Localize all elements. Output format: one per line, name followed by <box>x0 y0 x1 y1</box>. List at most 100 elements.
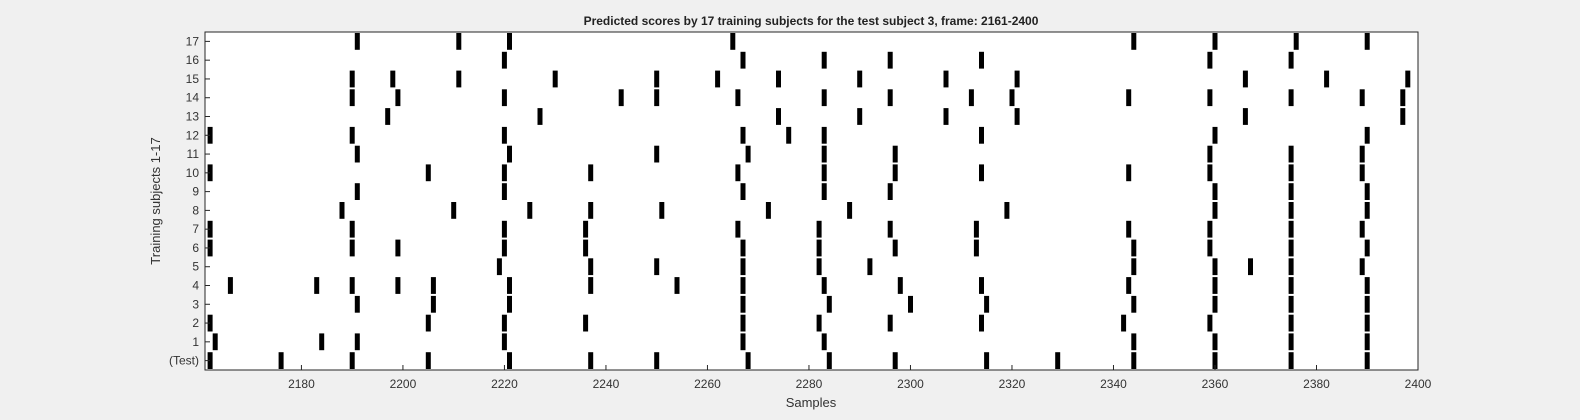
spike-mark <box>745 145 751 163</box>
spike-mark <box>826 352 832 369</box>
spike-mark <box>857 70 863 88</box>
y-tick-label: 5 <box>192 260 199 274</box>
spike-mark <box>1131 33 1137 50</box>
spike-mark <box>1126 220 1132 238</box>
spike-mark <box>867 258 873 276</box>
spike-mark <box>821 164 827 182</box>
spike-mark <box>552 70 558 88</box>
spike-mark <box>1359 89 1365 107</box>
spike-mark <box>816 220 822 238</box>
spike-mark <box>588 202 594 219</box>
spike-mark <box>354 33 360 50</box>
y-tick-label: 9 <box>192 185 199 199</box>
y-tick-label: 4 <box>192 279 199 293</box>
spike-mark <box>501 239 507 257</box>
spike-mark <box>501 51 507 69</box>
y-tick-label: 16 <box>186 53 200 67</box>
spike-mark <box>968 89 974 107</box>
spike-mark <box>979 277 984 294</box>
spike-mark <box>821 333 827 351</box>
spike-mark <box>1212 333 1218 351</box>
x-tick-label: 2400 <box>1405 377 1432 391</box>
spike-mark <box>1288 164 1294 182</box>
spike-mark <box>816 314 822 332</box>
spike-mark <box>501 314 507 332</box>
spike-mark <box>588 277 594 294</box>
spike-mark <box>1207 164 1213 182</box>
spike-mark <box>735 89 741 107</box>
y-axis-label: Training subjects 1-17 <box>148 137 163 264</box>
spike-mark <box>588 352 594 369</box>
y-tick-label: 10 <box>186 166 200 180</box>
spike-mark <box>1207 89 1213 107</box>
spike-mark <box>1400 108 1406 125</box>
spike-mark <box>984 295 990 313</box>
x-tick-label: 2380 <box>1303 377 1330 391</box>
spike-mark <box>1126 89 1132 107</box>
y-tick-label: 7 <box>192 222 199 236</box>
spike-mark <box>740 258 746 276</box>
spike-mark <box>887 314 893 332</box>
spike-mark <box>740 126 746 144</box>
spike-mark <box>430 277 436 294</box>
spike-mark <box>1288 239 1294 257</box>
spike-mark <box>588 164 594 182</box>
spike-mark <box>507 295 512 313</box>
spike-mark <box>654 258 660 276</box>
spike-mark <box>1288 352 1294 369</box>
spike-mark <box>507 33 512 50</box>
spike-mark <box>618 89 624 107</box>
spike-mark <box>892 164 898 182</box>
x-tick-label: 2360 <box>1202 377 1229 391</box>
spike-mark <box>1288 89 1294 107</box>
spike-mark <box>740 333 746 351</box>
spike-mark <box>1242 70 1248 88</box>
spike-mark <box>501 164 507 182</box>
spike-mark <box>786 126 792 144</box>
spike-mark <box>847 202 853 219</box>
spike-mark <box>1126 277 1132 294</box>
spike-mark <box>973 239 979 257</box>
y-tick-label: 2 <box>192 316 199 330</box>
spike-mark <box>349 220 355 238</box>
spike-mark <box>537 108 543 125</box>
spike-mark <box>887 220 893 238</box>
spike-mark <box>765 202 771 219</box>
spike-mark <box>456 33 462 50</box>
spike-mark <box>979 164 984 182</box>
spike-mark <box>425 352 431 369</box>
spike-mark <box>501 333 507 351</box>
spike-mark <box>1405 70 1411 88</box>
spike-mark <box>1212 183 1218 200</box>
spike-mark <box>1131 352 1137 369</box>
spike-mark <box>1212 202 1218 219</box>
spike-mark <box>1293 33 1299 50</box>
spike-mark <box>1288 314 1294 332</box>
spike-mark <box>456 70 462 88</box>
spike-mark <box>816 239 822 257</box>
spike-mark <box>1359 164 1365 182</box>
spike-mark <box>1207 220 1213 238</box>
x-tick-label: 2300 <box>897 377 924 391</box>
spike-mark <box>354 145 360 163</box>
spike-mark <box>1014 108 1020 125</box>
spike-mark <box>887 183 893 200</box>
spike-mark <box>1359 145 1365 163</box>
y-tick-label: 3 <box>192 297 199 311</box>
spike-mark <box>740 277 746 294</box>
spike-mark <box>1288 202 1294 219</box>
spike-mark <box>1212 126 1218 144</box>
spike-mark <box>1288 145 1294 163</box>
y-tick-label: 15 <box>186 72 200 86</box>
y-tick-label: 12 <box>186 128 200 142</box>
spike-mark <box>1359 220 1365 238</box>
y-tick-label: (Test) <box>169 354 199 368</box>
spike-mark <box>227 277 233 294</box>
y-tick-label: 1 <box>192 335 199 349</box>
spike-mark <box>973 220 979 238</box>
spike-mark <box>735 164 741 182</box>
spike-mark <box>776 70 781 88</box>
spike-mark <box>654 352 660 369</box>
